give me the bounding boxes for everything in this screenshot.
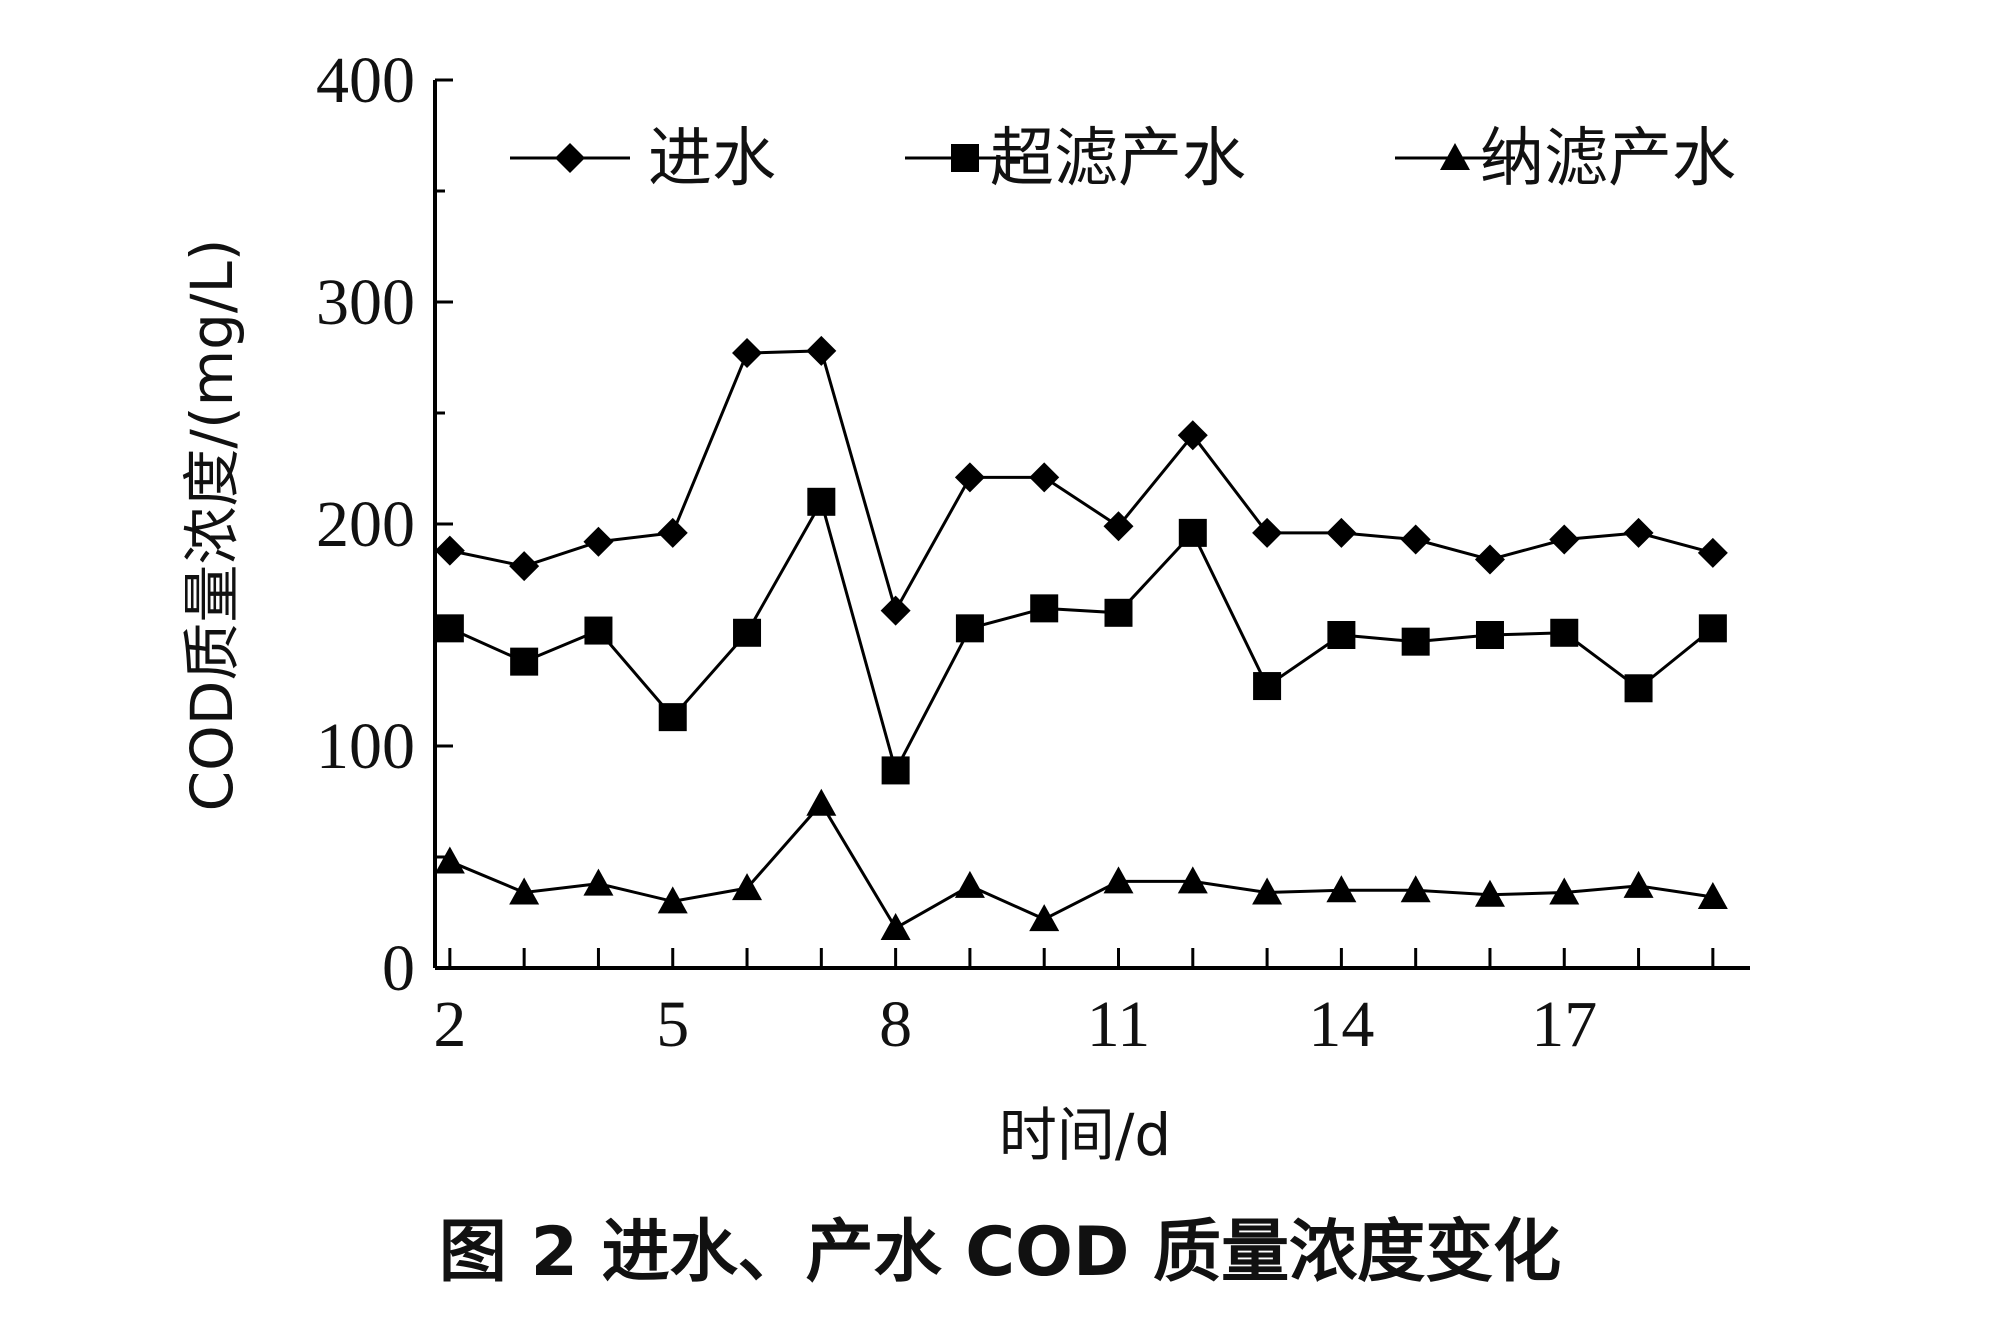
data-point-uf-permeate xyxy=(1030,594,1059,623)
y-tick-label: 0 xyxy=(382,932,415,1005)
data-point-nf-permeate xyxy=(880,913,911,941)
data-point-uf-permeate xyxy=(1698,614,1727,643)
data-point-influent xyxy=(1177,420,1208,451)
data-point-influent xyxy=(1252,517,1283,548)
legend-label: 纳滤产水 xyxy=(1480,122,1736,196)
data-point-influent xyxy=(1103,511,1134,542)
data-point-uf-permeate xyxy=(1253,672,1282,701)
data-point-nf-permeate xyxy=(509,877,540,905)
x-tick-label: 8 xyxy=(879,988,912,1061)
x-axis-label: 时间/d xyxy=(999,1101,1171,1169)
legend-item-uf-permeate: 超滤产水 xyxy=(905,122,1246,196)
x-tick-label: 17 xyxy=(1531,988,1597,1061)
data-point-nf-permeate xyxy=(657,886,688,914)
series-line-uf-permeate xyxy=(449,497,1714,775)
x-tick-label: 2 xyxy=(433,988,466,1061)
data-point-uf-permeate xyxy=(1550,618,1579,647)
x-tick-label: 5 xyxy=(656,988,689,1061)
y-tick-label: 400 xyxy=(316,44,415,117)
data-point-influent xyxy=(1623,517,1654,548)
data-point-influent xyxy=(806,335,837,366)
data-point-nf-permeate xyxy=(954,870,985,898)
data-point-uf-permeate xyxy=(807,487,836,516)
data-point-influent xyxy=(1697,537,1728,568)
series-nf-permeate xyxy=(434,788,1728,941)
x-tick-label: 11 xyxy=(1087,988,1151,1061)
data-point-nf-permeate xyxy=(1029,904,1060,932)
data-point-uf-permeate xyxy=(1327,621,1356,649)
data-point-influent xyxy=(1326,517,1357,548)
data-point-nf-permeate xyxy=(732,873,763,901)
y-tick-label: 100 xyxy=(316,710,415,783)
data-point-uf-permeate xyxy=(955,614,984,643)
axes: 0 100 200 300 400 2 5 8 11 14 17 xyxy=(316,44,1750,1061)
data-point-influent xyxy=(1474,544,1505,575)
legend-item-influent: 进水 xyxy=(510,122,776,196)
legend-label: 超滤产水 xyxy=(990,122,1246,196)
data-point-influent xyxy=(954,462,985,493)
data-point-uf-permeate xyxy=(1475,621,1504,649)
data-point-influent xyxy=(583,526,614,557)
series-influent xyxy=(434,335,1728,626)
series-line-nf-permeate xyxy=(449,801,1714,931)
data-point-nf-permeate xyxy=(1474,879,1505,907)
data-point-nf-permeate xyxy=(583,868,614,896)
data-point-influent xyxy=(657,517,688,548)
legend-marker-uf-permeate xyxy=(951,144,979,172)
data-point-uf-permeate xyxy=(510,647,539,676)
legend-item-nf-permeate: 纳滤产水 xyxy=(1395,122,1736,196)
data-point-nf-permeate xyxy=(1549,877,1580,905)
y-tick-label: 200 xyxy=(316,488,415,561)
data-point-nf-permeate xyxy=(1177,866,1208,894)
data-point-influent xyxy=(732,338,763,369)
data-point-nf-permeate xyxy=(1103,866,1134,894)
legend-label: 进水 xyxy=(648,122,776,196)
data-point-nf-permeate xyxy=(1400,875,1431,903)
y-axis-label: COD质量浓度/(mg/L) xyxy=(178,239,246,812)
data-point-uf-permeate xyxy=(658,703,687,732)
series-line-influent xyxy=(449,349,1714,615)
data-point-influent xyxy=(1029,462,1060,493)
data-point-influent xyxy=(1400,524,1431,555)
data-point-nf-permeate xyxy=(1623,870,1654,898)
data-point-influent xyxy=(1549,524,1580,555)
x-tick-label: 14 xyxy=(1308,988,1374,1061)
data-point-nf-permeate xyxy=(1326,875,1357,903)
series-layer xyxy=(434,335,1728,941)
data-point-influent xyxy=(434,535,465,566)
data-point-uf-permeate xyxy=(435,614,464,643)
data-point-influent xyxy=(509,551,540,582)
series-uf-permeate xyxy=(435,487,1727,785)
data-point-influent xyxy=(880,595,911,626)
data-point-uf-permeate xyxy=(733,618,762,647)
legend-marker-influent xyxy=(555,143,585,173)
y-tick-label: 300 xyxy=(316,266,415,339)
data-point-uf-permeate xyxy=(1104,598,1133,627)
data-point-uf-permeate xyxy=(881,756,910,785)
data-point-uf-permeate xyxy=(1178,518,1207,547)
data-point-nf-permeate xyxy=(1252,877,1283,905)
legend: 进水 超滤产水 纳滤产水 xyxy=(510,122,1736,196)
data-point-nf-permeate xyxy=(806,788,837,816)
legend-marker-nf-permeate xyxy=(1440,143,1470,170)
figure-caption: 图 2 进水、产水 COD 质量浓度变化 xyxy=(439,1213,1561,1292)
data-point-nf-permeate xyxy=(1697,881,1728,909)
data-point-uf-permeate xyxy=(1624,674,1653,703)
data-point-uf-permeate xyxy=(584,616,613,645)
data-point-nf-permeate xyxy=(434,846,465,874)
data-point-uf-permeate xyxy=(1401,627,1430,656)
